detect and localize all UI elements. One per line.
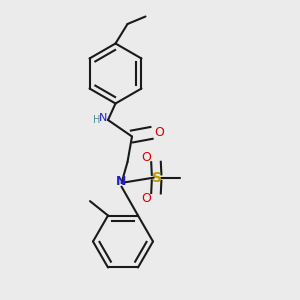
Text: S: S xyxy=(152,171,163,184)
Text: O: O xyxy=(142,151,151,164)
Text: O: O xyxy=(154,126,164,139)
Text: N: N xyxy=(99,112,108,123)
Text: N: N xyxy=(116,175,126,188)
Text: O: O xyxy=(142,192,151,205)
Text: H: H xyxy=(93,115,100,125)
